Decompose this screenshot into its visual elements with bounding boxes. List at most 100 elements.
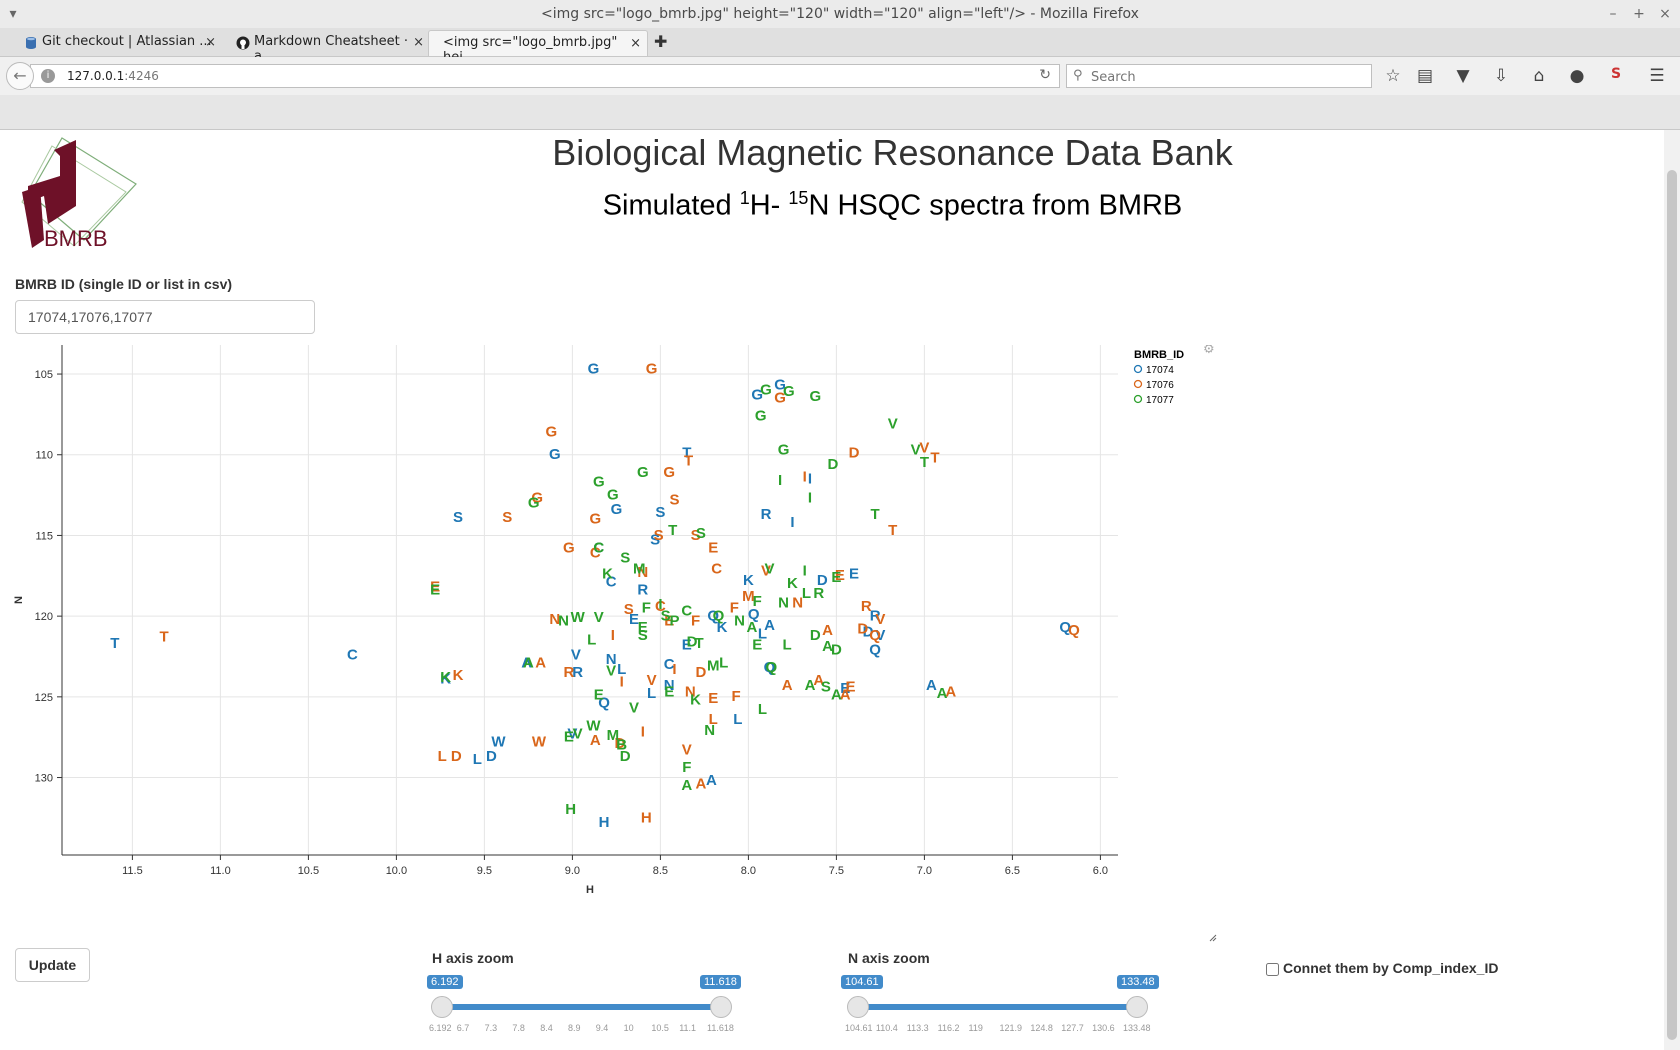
data-point-label: D [620, 748, 631, 765]
bookmark-star-icon[interactable]: ☆ [1385, 66, 1401, 86]
h-zoom-label: H axis zoom [432, 950, 514, 966]
data-point-label: S [661, 608, 671, 625]
data-point-label: C [347, 646, 358, 663]
data-point-label: I [778, 472, 782, 489]
tab-git-checkout[interactable]: Git checkout | Atlassian ... × [22, 30, 222, 56]
data-point-label: G [531, 490, 543, 507]
data-point-label: T [110, 635, 119, 652]
gear-icon[interactable]: ⚙ [1203, 345, 1215, 357]
slider-grid-label: 7.8 [512, 1023, 525, 1033]
slider-grid-label: 6.192 [429, 1023, 452, 1033]
bmrb-id-label: BMRB ID (single ID or list in csv) [15, 276, 233, 292]
slider-handle-max[interactable] [710, 996, 732, 1018]
h-axis-zoom-slider[interactable]: 6.192 11.618 6.192 6.7 7.3 7.8 8.4 8.9 9.4 10 10… [425, 975, 741, 1035]
data-point-label: D [849, 445, 860, 462]
hamburger-menu-icon[interactable]: ☰ [1649, 66, 1665, 86]
scrollbar-thumb[interactable] [1667, 170, 1677, 1040]
close-window-icon[interactable]: × [1659, 6, 1671, 22]
data-point-label: A [782, 677, 793, 694]
data-point-label: R [813, 585, 824, 602]
slider-handle-min[interactable] [431, 996, 453, 1018]
data-point-label: G [611, 501, 623, 518]
data-point-label: V [606, 662, 616, 679]
extension-icon[interactable]: S [1610, 66, 1622, 82]
data-point-label: Q [869, 627, 881, 644]
new-tab-icon[interactable]: ✚ [654, 32, 668, 51]
tab-markdown-cheatsheet[interactable]: Markdown Cheatsheet · a... × [234, 30, 430, 64]
search-input[interactable] [1089, 67, 1363, 87]
x-tick-label: 7.0 [917, 865, 932, 877]
data-point-label: C [655, 598, 666, 615]
connect-checkbox-row[interactable]: Connet them by Comp_index_ID [1266, 960, 1498, 976]
data-point-label: H [641, 809, 652, 826]
close-tab-icon[interactable]: × [413, 35, 424, 50]
slider-grid-label: 130.6 [1092, 1023, 1115, 1033]
data-point-label: Q [598, 695, 610, 712]
data-point-label: D [810, 627, 821, 644]
legend-label: 17077 [1146, 395, 1174, 406]
data-point-label: A [805, 677, 816, 694]
legend-marker [1133, 379, 1143, 389]
download-icon[interactable]: ⇩ [1493, 66, 1509, 86]
data-point-label: I [658, 596, 662, 613]
n-axis-zoom-slider[interactable]: 104.61 133.48 104.61 110.4 113.3 116.2 119 12… [841, 975, 1159, 1035]
data-point-label: V [629, 700, 639, 717]
url-bar[interactable]: i 127.0.0.1:4246 ↻ [30, 64, 1060, 88]
data-point-label: E [638, 619, 648, 636]
data-point-label: S [654, 527, 664, 544]
minimize-icon[interactable]: – [1609, 6, 1617, 22]
reading-list-icon[interactable]: ▤ [1416, 66, 1434, 86]
page-scrollbar[interactable] [1664, 130, 1680, 1050]
data-point-label: C [711, 561, 722, 578]
data-point-label: T [668, 522, 677, 539]
data-point-label: D [817, 572, 828, 589]
data-point-label: V [765, 561, 775, 578]
x-tick-label: 6.0 [1093, 865, 1108, 877]
data-point-label: I [611, 627, 615, 644]
data-point-label: L [719, 654, 728, 671]
data-point-label: L [473, 751, 482, 768]
hsqc-scatter-chart[interactable]: 11.5 11.0 10.5 10.0 9.5 9.0 8.5 8.0 7.5 7.0 6.5 6.0… [0, 345, 1220, 945]
maximize-icon[interactable]: + [1633, 6, 1645, 22]
slider-grid-label: 116.2 [937, 1023, 960, 1033]
data-point-label: M [742, 588, 755, 605]
connect-checkbox[interactable] [1266, 962, 1279, 976]
data-point-label: L [733, 711, 742, 728]
data-point-label: D [486, 748, 497, 765]
data-point-label: A [521, 654, 532, 671]
data-point-label: G [663, 464, 675, 481]
data-point-label: E [708, 540, 718, 557]
close-tab-icon[interactable]: × [630, 36, 641, 51]
data-point-label: A [831, 687, 842, 704]
data-point-label: G [637, 464, 649, 481]
update-button[interactable]: Update [15, 948, 90, 982]
chat-icon[interactable]: ● [1569, 66, 1585, 86]
reload-icon[interactable]: ↻ [1039, 67, 1051, 83]
back-button[interactable]: ← [6, 62, 34, 90]
data-point-label: G [607, 486, 619, 503]
site-info-icon[interactable]: i [41, 69, 55, 83]
data-point-label: G [646, 361, 658, 378]
slider-handle-max[interactable] [1126, 996, 1148, 1018]
pocket-icon[interactable]: ▼ [1456, 66, 1470, 86]
slider-min-value: 104.61 [841, 975, 883, 989]
data-point-label: I [790, 514, 794, 531]
legend-title: BMRB_ID [1134, 349, 1184, 361]
data-point-label: R [637, 582, 648, 599]
window-menu-icon[interactable]: ▾ [9, 6, 17, 22]
bmrb-id-input[interactable] [15, 300, 315, 334]
data-point-label: C [681, 603, 692, 620]
data-point-label: M [607, 727, 620, 744]
x-tick-label: 8.5 [653, 865, 668, 877]
search-bar[interactable]: ⚲ [1066, 64, 1372, 88]
tab-bmrb[interactable]: <img src="logo_bmrb.jpg" hei... × [428, 30, 648, 65]
home-icon[interactable]: ⌂ [1533, 66, 1545, 86]
data-point-label: G [589, 511, 601, 528]
data-point-label: R [563, 664, 574, 681]
close-tab-icon[interactable]: × [205, 35, 216, 50]
slider-handle-min[interactable] [847, 996, 869, 1018]
data-point-label: S [669, 491, 679, 508]
data-point-label: R [870, 608, 881, 625]
data-point-label: E [835, 567, 845, 584]
url-text: 127.0.0.1:4246 [67, 69, 159, 83]
